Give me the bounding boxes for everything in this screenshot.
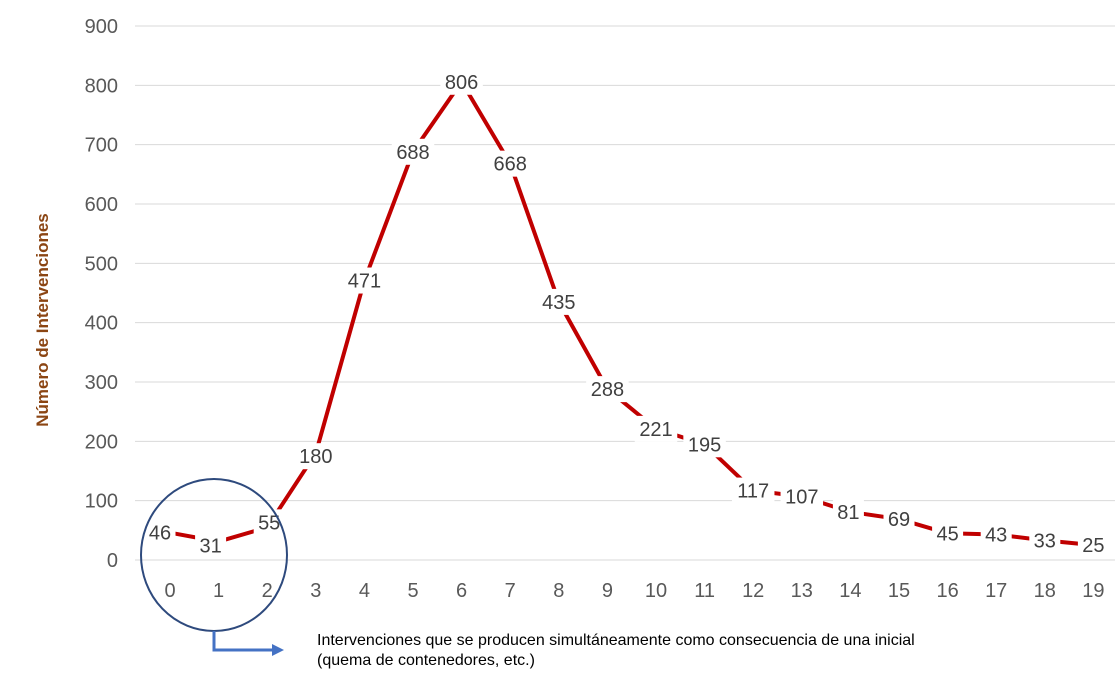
data-label-bg [294, 443, 338, 470]
data-label-bg [391, 138, 435, 165]
data-label: 180 [299, 446, 332, 468]
data-label-bg [780, 483, 824, 510]
x-tick-label: 2 [262, 580, 273, 602]
y-tick-label: 700 [85, 135, 118, 157]
series-line [168, 79, 1096, 548]
data-label-bg [683, 431, 726, 458]
line-segment [556, 299, 610, 392]
data-label-bg [440, 68, 483, 95]
annotation-arrow [212, 631, 272, 652]
x-tick-label: 7 [505, 580, 516, 602]
y-tick-label: 600 [85, 194, 118, 216]
annotation-text: Intervenciones que se producen simultáne… [317, 631, 915, 671]
data-label: 81 [837, 502, 859, 524]
data-label: 221 [639, 419, 672, 441]
data-label: 195 [688, 434, 721, 456]
data-labels: 46 31 55 180 471 688 806 668 435 288 221 195 117 107 8… [144, 68, 1109, 559]
data-label-bg [144, 519, 176, 546]
data-label: 471 [348, 271, 381, 293]
x-tick-label: 13 [791, 580, 813, 602]
line-segment [313, 278, 367, 456]
line-segment [362, 149, 415, 283]
x-tick-label: 6 [456, 580, 467, 602]
data-label-bg [932, 520, 964, 547]
data-label-bg [1077, 532, 1109, 559]
data-label-bg [195, 532, 227, 559]
data-label: 33 [1034, 530, 1056, 552]
x-tick-label: 1 [213, 580, 224, 602]
data-label: 25 [1082, 535, 1104, 557]
data-label: 43 [985, 524, 1007, 546]
data-label: 668 [494, 154, 527, 176]
data-label-bg [832, 498, 864, 525]
x-tick-label: 5 [407, 580, 418, 602]
data-label-bg [488, 150, 532, 177]
x-tick-label: 14 [839, 580, 861, 602]
x-tick-label: 19 [1082, 580, 1104, 602]
data-label: 688 [396, 142, 429, 164]
x-tick-label: 18 [1034, 580, 1056, 602]
gridlines [135, 25, 1115, 561]
data-label-bg [343, 267, 386, 294]
data-label: 117 [737, 481, 769, 503]
y-tick-label: 200 [85, 431, 118, 453]
data-label-bg [634, 415, 678, 442]
data-label: 806 [445, 72, 478, 94]
data-label: 435 [542, 292, 575, 314]
data-label: 69 [888, 509, 910, 531]
y-tick-label: 900 [85, 16, 118, 38]
data-label: 45 [936, 523, 958, 545]
x-tick-label: 3 [310, 580, 321, 602]
x-tick-label: 15 [888, 580, 910, 602]
x-tick-label: 12 [742, 580, 764, 602]
data-label: 288 [591, 379, 624, 401]
line-segment [459, 79, 513, 166]
y-tick-label: 100 [85, 491, 118, 513]
x-tick-label: 8 [553, 580, 564, 602]
data-label-bg [883, 506, 915, 533]
x-tick-label: 16 [936, 580, 958, 602]
data-label-bg [586, 376, 629, 403]
y-axis-title: Número de Intervenciones [33, 213, 52, 427]
x-axis-ticks: 0 1 2 3 4 5 6 7 8 9 10 11 12 13 14 15 16 17 18 19 [164, 580, 1104, 602]
annotation-text-line2: (quema de contenedores, etc.) [317, 652, 535, 669]
x-tick-label: 11 [694, 580, 715, 602]
y-tick-label: 500 [85, 253, 118, 275]
x-tick-label: 9 [602, 580, 613, 602]
y-axis-ticks: 0 100 200 300 400 500 600 700 800 900 [85, 16, 118, 572]
data-label-bg [1029, 527, 1061, 554]
x-tick-label: 17 [985, 580, 1007, 602]
data-label: 46 [149, 523, 171, 545]
data-label-bg [980, 521, 1012, 548]
y-tick-label: 300 [85, 372, 118, 394]
data-label: 31 [199, 536, 221, 558]
x-tick-label: 10 [645, 580, 667, 602]
x-tick-label: 4 [359, 580, 370, 602]
data-label: 55 [258, 512, 280, 534]
line-segment [508, 161, 561, 304]
annotation-text-line1: Intervenciones que se producen simultáne… [317, 632, 915, 649]
data-label-bg [537, 288, 581, 315]
data-label: 107 [785, 487, 818, 509]
data-label-bg [731, 477, 775, 504]
x-tick-label: 0 [164, 580, 175, 602]
annotation-arrowhead [272, 644, 284, 656]
y-tick-label: 800 [85, 75, 118, 97]
y-tick-label: 0 [107, 550, 118, 572]
y-tick-label: 400 [85, 313, 118, 335]
